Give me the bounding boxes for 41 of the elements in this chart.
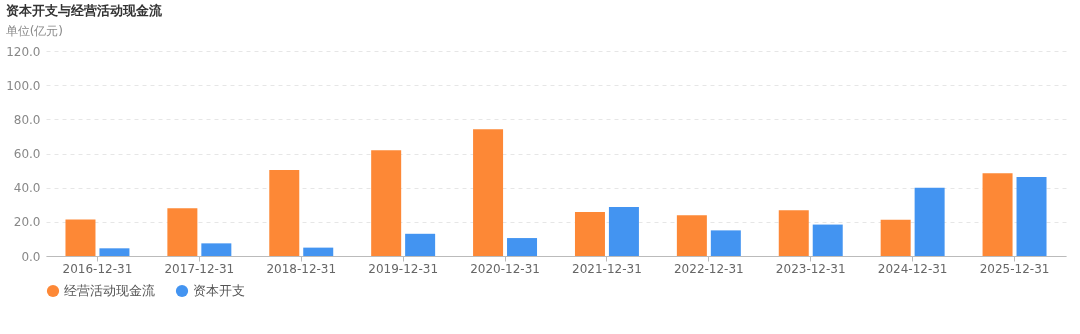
y-tick-label: 80.0 [13,112,41,127]
x-tick-label: 2023-12-31 [775,261,846,276]
bar [982,173,1013,256]
bar [269,170,300,256]
x-tick-label: 2022-12-31 [673,261,744,276]
bar [473,129,504,256]
bar [201,243,232,256]
x-tick-label: 2021-12-31 [572,261,642,276]
bar [303,247,334,256]
chart-title: 资本开支与经营活动现金流 [5,3,163,18]
bar [880,219,911,256]
bar [676,215,707,256]
bar [1016,177,1047,256]
y-tick-label: 20.0 [13,215,41,230]
y-tick-label: 40.0 [13,181,41,196]
bar [405,233,436,256]
x-tick-label: 2025-12-31 [979,261,1050,276]
bar [371,150,402,256]
bar [507,238,538,256]
x-tick-label: 2024-12-31 [877,261,948,276]
bar [65,219,96,256]
legend-label: 经营活动现金流 [64,283,155,298]
x-tick-label: 2019-12-31 [368,261,439,276]
bar [778,210,809,256]
y-tick-label: 100.0 [6,78,41,93]
x-tick-label: 2017-12-31 [164,261,235,276]
y-tick-label: 120.0 [6,44,41,59]
x-tick-label: 2020-12-31 [470,261,540,276]
y-axis-title: 单位(亿元) [5,24,64,38]
bar [812,224,843,256]
bar [608,206,639,256]
bar [914,187,945,256]
x-tick-label: 2018-12-31 [266,261,337,276]
bar [167,208,198,256]
legend-label: 资本开支 [193,283,245,298]
bar [574,211,605,256]
y-tick-label: 0.0 [21,249,41,264]
x-tick-label: 2016-12-31 [62,261,133,276]
bar [710,230,741,256]
bar [99,248,130,256]
y-tick-label: 60.0 [13,147,41,161]
